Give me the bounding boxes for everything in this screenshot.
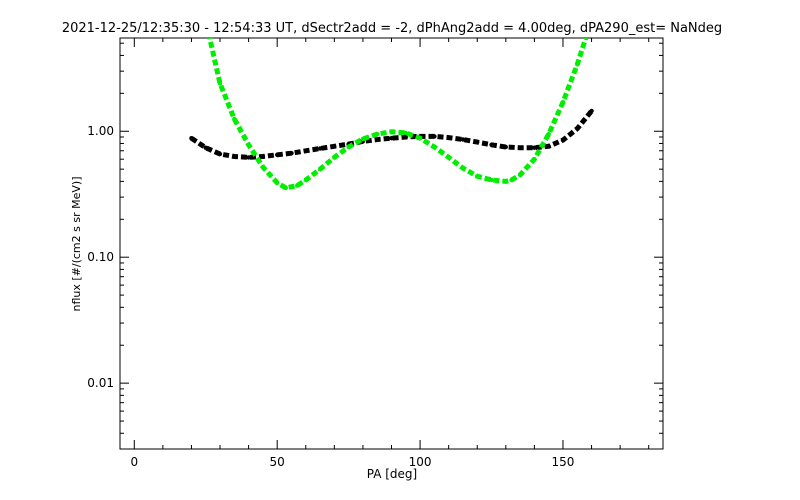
series-1-point [583, 38, 588, 41]
series-0-point [375, 137, 380, 142]
series-0-point [246, 155, 251, 160]
y-tick-label: 1.00 [87, 124, 114, 138]
series-1-point [375, 131, 380, 137]
series-1-point [360, 136, 366, 142]
series-0-point [189, 136, 194, 141]
data-series [189, 38, 594, 191]
series-1-point [346, 144, 351, 150]
x-tick-label: 150 [552, 455, 575, 469]
series-1-point [317, 167, 323, 172]
series-0-point [575, 126, 580, 131]
series-1-point [460, 165, 466, 171]
series-0-point [532, 145, 537, 150]
series-0-point [432, 134, 437, 139]
series-1-point [260, 164, 266, 170]
series-0-point [489, 142, 494, 147]
series-0-point [217, 151, 223, 157]
y-tick-label: 0.10 [87, 250, 114, 264]
series-1-point [432, 144, 437, 150]
x-tick-label: 50 [270, 455, 285, 469]
series-0-point [389, 136, 394, 141]
series-1-point [389, 129, 394, 134]
series-0-point [289, 151, 294, 156]
series-0-point [460, 137, 466, 142]
series-0-point [203, 145, 208, 150]
series-0-point [446, 135, 451, 140]
series-0-point [303, 148, 308, 153]
series-1-point [475, 174, 480, 179]
series-0-point [317, 146, 323, 151]
series-1-point [546, 131, 551, 137]
axis-ticks: 0 50 100 150 0.01 0.10 1.00 [87, 38, 663, 469]
series-1-point [295, 183, 300, 188]
series-0-point [260, 154, 266, 159]
series-0-point [560, 137, 566, 143]
x-tick-label: 0 [130, 455, 138, 469]
y-tick-label: 0.01 [87, 376, 114, 390]
series-0-point [232, 154, 237, 159]
series-1-point [489, 177, 494, 183]
series-1-point [217, 81, 223, 86]
series-0-point [503, 144, 508, 150]
series-1-line [207, 38, 589, 191]
series-0-point [517, 145, 523, 150]
series-0-point [475, 139, 480, 145]
series-0-point [275, 152, 280, 157]
series-1-point [232, 116, 237, 122]
series-1-point [560, 100, 566, 105]
chart-title: 2021-12-25/12:35:30 - 12:54:33 UT, dSect… [62, 21, 722, 36]
series-1-point [503, 179, 508, 184]
series-1-point [417, 136, 423, 141]
series-1-point [446, 155, 451, 160]
series-1-point [403, 130, 408, 136]
series-0-point [332, 144, 337, 149]
series-0-point [546, 144, 551, 149]
series-1-point [283, 185, 288, 191]
x-axis-label: PA [deg] [367, 467, 417, 481]
y-axis-label: nflux [#/(cm2 s sr MeV)] [70, 177, 83, 312]
x-tick-label: 100 [409, 455, 432, 469]
plot-frame [119, 37, 664, 450]
series-0-point [589, 108, 594, 114]
series-1-point [275, 180, 280, 185]
series-1-point [332, 155, 337, 160]
series-1-point [575, 62, 580, 67]
series-1-point [532, 157, 537, 162]
series-1-point [246, 142, 251, 147]
series-1-point [303, 177, 308, 183]
series-1-point [517, 172, 523, 178]
series-1-point [509, 177, 514, 183]
